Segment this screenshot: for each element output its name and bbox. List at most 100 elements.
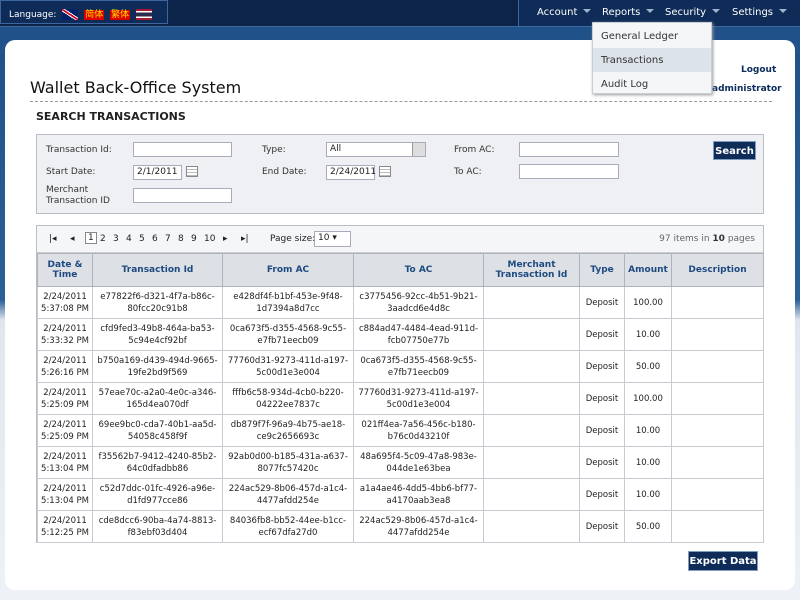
menu-item[interactable]: General Ledger	[601, 31, 679, 42]
transaction-id-input[interactable]	[133, 142, 232, 157]
page-size-select[interactable]: 10 ▾	[314, 231, 351, 247]
table-cell: Deposit	[579, 286, 625, 319]
table-cell: 100.00	[624, 382, 672, 415]
table-cell: 0ca673f5-d355-4568-9c55-e7fb71eecb09	[222, 318, 354, 351]
nav-item[interactable]: Settings	[732, 7, 787, 18]
page-link[interactable]: 8	[178, 234, 184, 244]
page-link[interactable]: 10	[204, 234, 216, 244]
to-ac-input[interactable]	[519, 164, 619, 179]
column-header: Merchant Transaction Id	[483, 253, 580, 287]
page-size-value: 10	[318, 233, 330, 243]
column-header: Amount	[624, 253, 672, 287]
table-cell: c884ad47-4484-4ead-911d-fcb07750e77b	[353, 318, 484, 351]
table-cell: 2/24/2011 5:13:04 PM	[37, 446, 93, 479]
export-button[interactable]: Export Data	[688, 551, 758, 571]
table-cell: 224ac529-8b06-457d-a1c4-4477afdd254e	[222, 478, 354, 511]
empty-cell	[483, 414, 580, 447]
nav-item[interactable]: Account	[537, 7, 591, 18]
separator	[30, 101, 772, 102]
table-cell: 100.00	[624, 286, 672, 319]
column-header: Transaction Id	[92, 253, 223, 287]
table-cell: 84036fb8-bb52-44ee-b1cc-ecf67dfa27d0	[222, 510, 354, 543]
label: Start Date:	[46, 167, 96, 177]
empty-cell	[483, 510, 580, 543]
table-cell: db879f7f-96a9-4b75-ae18-ce9c2656693c	[222, 414, 354, 447]
empty-cell	[671, 318, 764, 351]
column-header: To AC	[353, 253, 484, 287]
table-row: 2/24/2011 5:25:09 PM 69ee9bc0-cda7-40b1-a…	[37, 414, 764, 447]
table-cell: 2/24/2011 5:12:25 PM	[37, 510, 93, 543]
table-cell: 10.00	[624, 414, 672, 447]
lang-simplified[interactable]: 简体	[84, 10, 105, 20]
flag-english[interactable]	[62, 9, 79, 20]
table-row: 2/24/2011 5:37:08 PM e77822f6-d321-4f7a-b…	[37, 286, 764, 319]
table-cell: 10.00	[624, 446, 672, 479]
page-link[interactable]: 5	[139, 234, 145, 244]
label: From AC:	[454, 145, 495, 155]
table-cell: fffb6c58-934d-4cb0-b220-04222ee7837c	[222, 382, 354, 415]
table-cell: c52d7ddc-01fc-4926-a96e-d1fd977cce86	[92, 478, 223, 511]
column-header: From AC	[222, 253, 354, 287]
table-row: 2/24/2011 5:25:09 PM 57eae70c-a2a0-4e0c-a…	[37, 382, 764, 415]
table-cell: Deposit	[579, 350, 625, 383]
calendar-icon[interactable]	[379, 166, 391, 177]
table-cell: 2/24/2011 5:26:16 PM	[37, 350, 93, 383]
calendar-icon[interactable]	[186, 166, 198, 177]
label: Transaction Id:	[46, 145, 112, 155]
logout-link[interactable]: Logout	[741, 65, 777, 75]
menu-item[interactable]: Transactions	[593, 48, 711, 72]
start-date-input[interactable]: 2/1/2011	[133, 165, 182, 180]
page-link[interactable]: 7	[165, 234, 171, 244]
empty-cell	[671, 414, 764, 447]
page-link[interactable]: 6	[152, 234, 158, 244]
flag-thai[interactable]	[135, 9, 152, 20]
column-header: Description	[671, 253, 764, 287]
type-select[interactable]: All	[326, 142, 426, 157]
table-cell: cde8dcc6-90ba-4a74-8813-f83ebf03d404	[92, 510, 223, 543]
page-link[interactable]: 2	[100, 234, 106, 244]
nav-item[interactable]: Security	[665, 7, 720, 18]
last-page[interactable]: ▸|	[241, 234, 249, 244]
transactions-table: Date & Time Transaction Id From AC To AC Mer…	[37, 253, 764, 543]
table-cell: 10.00	[624, 478, 672, 511]
table-cell: 77760d31-9273-411d-a197-5c00d1e3e004	[222, 350, 354, 383]
table-cell: 57eae70c-a2a0-4e0c-a346-165d4ea070df	[92, 382, 223, 415]
from-ac-input[interactable]	[519, 142, 619, 157]
reports-dropdown: General Ledger Transactions Audit Log	[592, 22, 712, 94]
table-cell: 10.00	[624, 318, 672, 351]
empty-cell	[483, 478, 580, 511]
end-date-input[interactable]: 2/24/2011	[326, 165, 376, 180]
page-link[interactable]: 1	[85, 232, 97, 244]
label: Merchant Transaction ID	[46, 185, 110, 206]
table-cell: e77822f6-d321-4f7a-b86c-80fcc20c91b8	[92, 286, 223, 319]
table-cell: 2/24/2011 5:25:09 PM	[37, 414, 93, 447]
merchant-input[interactable]	[133, 188, 232, 203]
menu-item[interactable]: Audit Log	[601, 79, 649, 90]
page-size-label: Page size:	[270, 234, 316, 244]
empty-cell	[671, 350, 764, 383]
empty-cell	[671, 510, 764, 543]
page-link[interactable]: 3	[113, 234, 119, 244]
pager-info: 97 items in 10 pages	[659, 234, 755, 244]
lang-traditional[interactable]: 繁体	[110, 10, 131, 20]
table-cell: 224ac529-8b06-457d-a1c4-4477afdd254e	[353, 510, 484, 543]
table-cell: 021ff4ea-7a56-456c-b180-b76c0d43210f	[353, 414, 484, 447]
page-link[interactable]: 9	[191, 234, 197, 244]
prev-page[interactable]: ◂	[70, 234, 75, 244]
search-button[interactable]: Search	[713, 141, 756, 160]
section-title: SEARCH TRANSACTIONS	[36, 110, 186, 123]
nav-item[interactable]: Reports	[602, 7, 654, 18]
table-row: 2/24/2011 5:13:04 PM c52d7ddc-01fc-4926-a…	[37, 478, 764, 511]
next-page[interactable]: ▸	[223, 234, 228, 244]
first-page[interactable]: |◂	[49, 234, 57, 244]
table-cell: 50.00	[624, 350, 672, 383]
page-link[interactable]: 4	[126, 234, 132, 244]
user-name: administrator	[712, 84, 782, 94]
table-cell: Deposit	[579, 478, 625, 511]
pager: |◂ ◂ 1 2 3 4 5 6 7 8 9 10 ▸ ▸| Page size: 10 ▾ 97…	[37, 226, 763, 253]
type-value: All	[330, 144, 342, 154]
table-row: 2/24/2011 5:26:16 PM b750a169-d439-494d-9…	[37, 350, 764, 383]
language-bar: Language: 简体 繁体	[0, 0, 168, 24]
app-title: Wallet Back-Office System	[30, 78, 242, 97]
